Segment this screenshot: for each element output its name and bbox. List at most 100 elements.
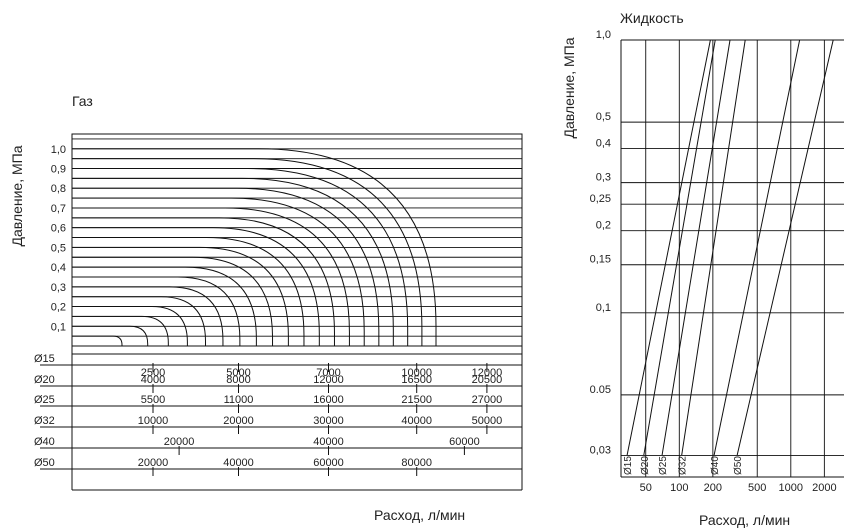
liquid-y-tick-label: 0,1: [596, 302, 611, 314]
liquid-y-tick-label: 0,3: [596, 172, 611, 184]
gas-scale-tick-label: 27000: [472, 394, 503, 406]
gas-scale-tick-label: 20000: [223, 415, 254, 427]
gas-flow-scales: Ø15 2500 5000 7000 10000 12000 Ø20 4000 8000 1200…: [34, 353, 523, 491]
gas-y-tick-label: 0,6: [51, 223, 66, 235]
gas-scale-tick-label: 12000: [313, 374, 344, 386]
liquid-tick-labels: 1,0 0,5 0,4 0,3 0,25 0,2 0,15 0,1 0.05 0,03 50 100 2…: [590, 29, 837, 494]
liquid-y-tick-label: 0,5: [596, 111, 611, 123]
liquid-y-tick-label: 0,15: [590, 254, 611, 266]
gas-curve: [72, 187, 380, 346]
gas-chart: Газ Давление, МПа Расход, л/мин 0,10,20,…: [9, 93, 523, 523]
gas-y-tick-label: 0,5: [51, 242, 66, 254]
gas-scale-tick-label: 60000: [313, 457, 344, 469]
liquid-y-tick-label: 0,25: [590, 193, 611, 205]
gas-grid: [71, 133, 523, 355]
gas-scale-tick-label: 30000: [313, 415, 344, 427]
liquid-series-line: [736, 39, 834, 456]
gas-scale-tick-label: 5000: [226, 367, 250, 379]
gas-x-axis-label: Расход, л/мин: [374, 507, 465, 523]
liquid-series-label: Ø15: [623, 456, 634, 475]
gas-scale-tick-label: 4000: [141, 374, 165, 386]
gas-curve: [72, 286, 224, 346]
gas-curve: [72, 315, 169, 346]
gas-curves: [72, 148, 437, 346]
gas-curve: [72, 207, 350, 346]
gas-curve: [72, 325, 149, 346]
gas-scale-label: Ø20: [34, 374, 55, 386]
gas-scale-tick-label: 10000: [138, 415, 169, 427]
liquid-x-tick-label: 50: [640, 482, 652, 494]
gas-curve: [72, 296, 207, 346]
gas-scale-tick-label: 8000: [226, 374, 250, 386]
gas-scale-tick-label: 40000: [401, 415, 432, 427]
liquid-grid: [620, 39, 844, 478]
gas-scale-tick-label: 5500: [141, 394, 165, 406]
gas-curve: [72, 237, 305, 346]
liquid-y-tick-label: 0,2: [596, 220, 611, 232]
gas-scale-tick-label: 50000: [472, 415, 503, 427]
gas-curve: [72, 197, 365, 346]
gas-y-tick-label: 0,8: [51, 183, 66, 195]
gas-scale-tick-label: 16500: [401, 374, 432, 386]
liquid-series-line: [661, 39, 731, 456]
liquid-y-tick-label: 0,03: [590, 444, 611, 456]
liquid-series-line: [713, 39, 801, 456]
gas-chart-title: Газ: [72, 93, 93, 109]
liquid-series-label: Ø25: [658, 456, 669, 475]
gas-y-tick-label: 0,3: [51, 282, 66, 294]
gas-y-axis-label: Давление, МПа: [9, 145, 25, 246]
liquid-chart: Жидкость Давление, МПа Расход, л/мин 1,0…: [561, 10, 844, 528]
liquid-y-axis-label: Давление, МПа: [561, 37, 577, 138]
gas-scale-tick-label: 10000: [401, 367, 432, 379]
gas-y-tick-label: 0,4: [51, 262, 66, 274]
gas-scale-tick-label: 40000: [313, 436, 344, 448]
gas-scale-tick-label: 16000: [313, 394, 344, 406]
gas-y-tick-label: 1,0: [51, 144, 66, 156]
gas-scale-tick-label: 20500: [472, 374, 503, 386]
gas-curve: [72, 177, 394, 346]
liquid-y-tick-label: 1,0: [596, 29, 611, 41]
liquid-series-label: Ø20: [640, 456, 651, 475]
liquid-series-line: [626, 39, 711, 456]
liquid-series-line: [681, 39, 746, 456]
gas-scale-label: Ø32: [34, 415, 55, 427]
liquid-series-line: [643, 39, 716, 456]
liquid-x-tick-label: 2000: [812, 482, 836, 494]
liquid-x-axis-label: Расход, л/мин: [699, 512, 790, 528]
liquid-series-label: Ø50: [733, 456, 744, 475]
gas-scale-label: Ø15: [34, 353, 55, 365]
liquid-y-tick-label: 0.05: [590, 384, 611, 396]
gas-scale-tick-label: 2500: [141, 367, 165, 379]
gas-y-tick-label: 0,1: [51, 321, 66, 333]
gas-curve: [72, 335, 123, 346]
gas-y-tick-label: 0,2: [51, 302, 66, 314]
gas-curve: [72, 148, 437, 346]
gas-curve: [72, 246, 289, 346]
gas-plot-frame: [71, 133, 523, 355]
liquid-x-tick-label: 100: [670, 482, 688, 494]
gas-scale-tick-label: 12000: [472, 367, 503, 379]
gas-curve: [72, 266, 257, 346]
liquid-x-tick-label: 200: [704, 482, 722, 494]
gas-scale-tick-label: 7000: [316, 367, 340, 379]
gas-y-tick-label: 0,9: [51, 164, 66, 176]
gas-scale-tick-label: 40000: [223, 457, 254, 469]
liquid-y-tick-label: 0,4: [596, 138, 611, 150]
gas-curve: [72, 306, 188, 346]
gas-y-ticks: 0,1 0,2 0,3 0,4 0,5 0,6 0,7 0,8 0,9 1,0: [51, 144, 66, 333]
gas-curve: [72, 256, 274, 346]
liquid-series-label: Ø32: [678, 456, 689, 475]
liquid-series-label: Ø40: [710, 456, 721, 475]
liquid-series: [626, 39, 834, 456]
gas-scale-label: Ø40: [34, 436, 55, 448]
gas-scale-tick-label: 60000: [449, 436, 480, 448]
liquid-x-tick-label: 1000: [779, 482, 803, 494]
liquid-x-tick-label: 500: [748, 482, 766, 494]
gas-scale-tick-label: 80000: [401, 457, 432, 469]
gas-curve: [72, 276, 241, 346]
gas-scale-label: Ø50: [34, 457, 55, 469]
gas-scale-tick-label: 21500: [401, 394, 432, 406]
gas-y-tick-label: 0,7: [51, 203, 66, 215]
gas-curve: [72, 158, 423, 346]
